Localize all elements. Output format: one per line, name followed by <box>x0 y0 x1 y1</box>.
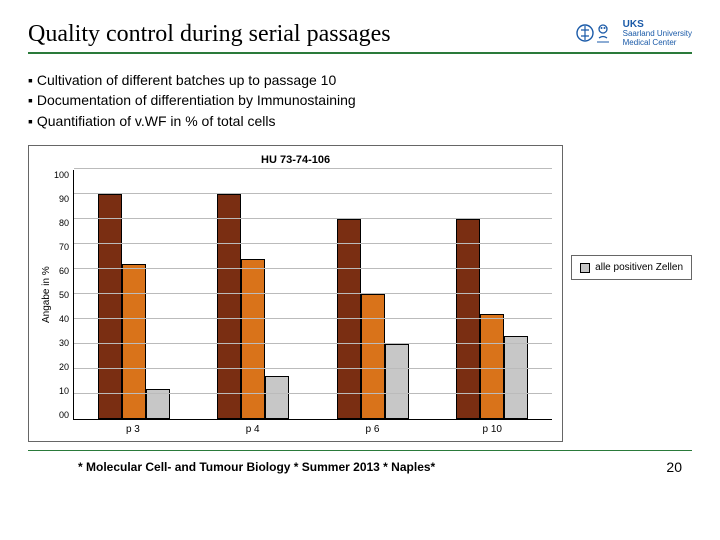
bullet-item: Quantifiation of v.WF in % of total cell… <box>28 111 692 131</box>
legend-swatch-icon <box>580 263 590 273</box>
logo-line3: Medical Center <box>623 39 692 48</box>
page-title: Quality control during serial passages <box>28 21 391 48</box>
y-tick: 50 <box>54 290 69 300</box>
y-tick: 20 <box>54 362 69 372</box>
plot-grid <box>73 170 552 420</box>
y-tick: 40 <box>54 314 69 324</box>
y-axis-ticks: 100 90 80 70 60 50 40 30 20 10 00 <box>54 170 73 420</box>
legend-label: alle positiven Zellen <box>595 262 683 273</box>
header: Quality control during serial passages U… <box>28 18 692 54</box>
bar <box>504 336 528 419</box>
gridline <box>74 218 552 219</box>
logo: UKS Saarland University Medical Center <box>575 18 692 48</box>
y-axis-label: Angabe in % <box>39 170 54 420</box>
y-tick: 00 <box>54 410 69 420</box>
y-tick: 90 <box>54 194 69 204</box>
gridline <box>74 193 552 194</box>
gridline <box>74 343 552 344</box>
gridline <box>74 393 552 394</box>
chart-area: HU 73-74-106 Angabe in % 100 90 80 70 60 50 40… <box>28 145 692 442</box>
plot: Angabe in % 100 90 80 70 60 50 40 30 20 10 00 <box>39 170 552 420</box>
bar <box>337 219 361 419</box>
gridline <box>74 243 552 244</box>
page-number: 20 <box>666 459 682 475</box>
legend-item: alle positiven Zellen <box>580 262 683 273</box>
bullet-list: Cultivation of different batches up to p… <box>28 70 692 131</box>
bar-group <box>320 219 425 419</box>
y-tick: 60 <box>54 266 69 276</box>
bar <box>122 264 146 419</box>
bar-group <box>201 194 306 419</box>
y-tick: 80 <box>54 218 69 228</box>
x-tick: p 6 <box>320 424 425 435</box>
logo-emblem-icon <box>575 18 617 48</box>
bar-group <box>81 194 186 419</box>
bars-container <box>74 170 552 419</box>
chart-box: HU 73-74-106 Angabe in % 100 90 80 70 60 50 40… <box>28 145 563 442</box>
gridline <box>74 168 552 169</box>
footer-rule <box>28 450 692 451</box>
footer-caption: * Molecular Cell- and Tumour Biology * S… <box>78 460 435 474</box>
y-tick: 30 <box>54 338 69 348</box>
x-tick: p 4 <box>200 424 305 435</box>
bar <box>385 344 409 419</box>
bullet-item: Documentation of differentiation by Immu… <box>28 90 692 110</box>
gridline <box>74 368 552 369</box>
bullet-item: Cultivation of different batches up to p… <box>28 70 692 90</box>
gridline <box>74 293 552 294</box>
footer: * Molecular Cell- and Tumour Biology * S… <box>28 459 692 475</box>
gridline <box>74 318 552 319</box>
bar <box>361 294 385 419</box>
y-tick: 100 <box>54 170 69 180</box>
legend: alle positiven Zellen <box>571 255 692 280</box>
bar <box>480 314 504 419</box>
bar <box>98 194 122 419</box>
chart-title: HU 73-74-106 <box>39 154 552 166</box>
bar <box>265 376 289 419</box>
y-tick: 70 <box>54 242 69 252</box>
bar <box>241 259 265 419</box>
x-tick: p 3 <box>80 424 185 435</box>
x-tick: p 10 <box>440 424 545 435</box>
gridline <box>74 268 552 269</box>
bar <box>217 194 241 419</box>
x-axis-ticks: p 3 p 4 p 6 p 10 <box>39 424 552 435</box>
y-tick: 10 <box>54 386 69 396</box>
bar <box>456 219 480 419</box>
bar-group <box>440 219 545 419</box>
logo-text: UKS Saarland University Medical Center <box>623 19 692 48</box>
